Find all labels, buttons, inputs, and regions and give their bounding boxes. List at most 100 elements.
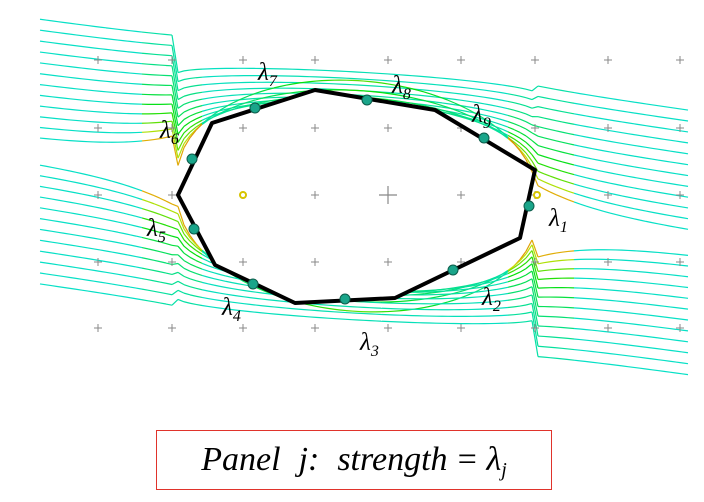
streamline-segment: [525, 147, 533, 156]
streamline-segment: [633, 144, 641, 147]
streamline-segment: [639, 102, 647, 105]
streamline-segment: [621, 99, 629, 102]
streamline-segment: [507, 306, 515, 309]
streamline-segment: [75, 34, 83, 37]
streamline-segment: [633, 323, 641, 326]
streamline-segment: [123, 222, 131, 226]
streamline-segment: [165, 128, 173, 131]
streamline-segment: [549, 118, 557, 122]
streamline-segment: [441, 102, 449, 105]
streamline-segment: [645, 178, 653, 182]
streamline-segment: [189, 270, 197, 275]
streamline-segment: [237, 105, 245, 109]
streamline-segment: [159, 261, 167, 264]
streamline-segment: [657, 326, 665, 329]
streamline-segment: [279, 306, 287, 309]
streamline-segment: [609, 331, 617, 334]
streamline-segment: [69, 212, 77, 215]
streamline-segment: [603, 118, 611, 121]
streamline-segment: [159, 291, 167, 295]
grid-marker: [604, 191, 612, 199]
streamline-segment: [249, 99, 257, 103]
streamline-segment: [507, 291, 515, 295]
streamline-segment: [93, 227, 101, 230]
grid-marker: [168, 258, 176, 266]
streamline-segment: [669, 338, 677, 341]
streamline-segment: [579, 318, 587, 320]
streamline-segment: [411, 93, 419, 96]
streamline-segment: [609, 299, 617, 302]
streamline-segment: [609, 182, 617, 185]
streamline-segment: [471, 94, 479, 97]
streamline-segment: [129, 30, 137, 32]
streamline-segment: [189, 286, 197, 289]
streamline-segment: [111, 49, 119, 52]
streamline-segment: [543, 188, 551, 193]
control-point: [247, 278, 259, 290]
streamline-segment: [597, 209, 605, 212]
streamline-segment: [165, 120, 173, 123]
streamline-segment: [519, 150, 527, 160]
streamline-segment: [531, 286, 539, 317]
streamline-segment: [123, 184, 131, 188]
streamline-segment: [627, 196, 635, 199]
streamline-segment: [129, 61, 137, 64]
control-point: [249, 102, 261, 114]
streamline-segment: [507, 100, 515, 104]
streamline-segment: [213, 112, 221, 118]
streamline-segment: [465, 116, 473, 121]
streamline-segment: [51, 52, 59, 55]
streamline-segment: [63, 179, 71, 182]
streamline-segment: [675, 151, 683, 154]
streamline-segment: [159, 129, 167, 132]
streamline-segment: [471, 101, 479, 104]
streamline-segment: [657, 262, 665, 265]
streamline-segment: [675, 118, 683, 121]
streamline-segment: [453, 289, 461, 291]
streamline-segment: [153, 290, 161, 294]
streamline-segment: [501, 84, 509, 87]
streamline-segment: [51, 63, 59, 66]
streamline-segment: [627, 154, 635, 157]
streamline-segment: [69, 170, 77, 173]
streamline-segment: [459, 79, 467, 82]
streamline-segment: [153, 239, 161, 243]
streamline-segment: [231, 309, 239, 311]
streamline-segment: [585, 115, 593, 118]
streamline-segment: [489, 284, 497, 287]
streamline-segment: [681, 264, 689, 267]
streamline-segment: [279, 300, 287, 303]
streamline-segment: [525, 320, 533, 323]
streamline-segment: [555, 347, 563, 349]
streamline-segment: [207, 283, 215, 286]
streamline-segment: [603, 309, 611, 312]
streamline-segment: [81, 257, 89, 260]
streamline-segment: [465, 287, 473, 290]
streamline-segment: [501, 92, 509, 95]
streamline-segment: [111, 272, 119, 275]
grid-marker: [531, 124, 539, 132]
grid-marker: [311, 258, 319, 266]
streamline-segment: [519, 137, 527, 143]
streamline-segment: [471, 284, 479, 287]
streamline-segment: [51, 42, 59, 45]
streamline-segment: [93, 175, 101, 179]
streamline-segment: [87, 100, 95, 102]
streamline-segment: [603, 171, 611, 174]
streamline-segment: [141, 63, 149, 65]
streamline-segment: [537, 106, 545, 109]
streamline-segment: [81, 224, 89, 228]
streamline-segment: [543, 261, 551, 264]
streamline-segment: [519, 103, 527, 107]
streamline-segment: [69, 76, 77, 79]
streamline-segment: [141, 257, 149, 260]
streamline-segment: [57, 128, 65, 131]
control-point: [186, 153, 198, 165]
grid-marker: [676, 124, 684, 132]
streamline-segment: [591, 127, 599, 130]
streamline-segment: [63, 54, 71, 57]
streamline-segment: [75, 77, 83, 80]
streamline-segment: [675, 253, 683, 256]
streamline-segment: [591, 147, 599, 151]
streamline-segment: [135, 30, 143, 33]
